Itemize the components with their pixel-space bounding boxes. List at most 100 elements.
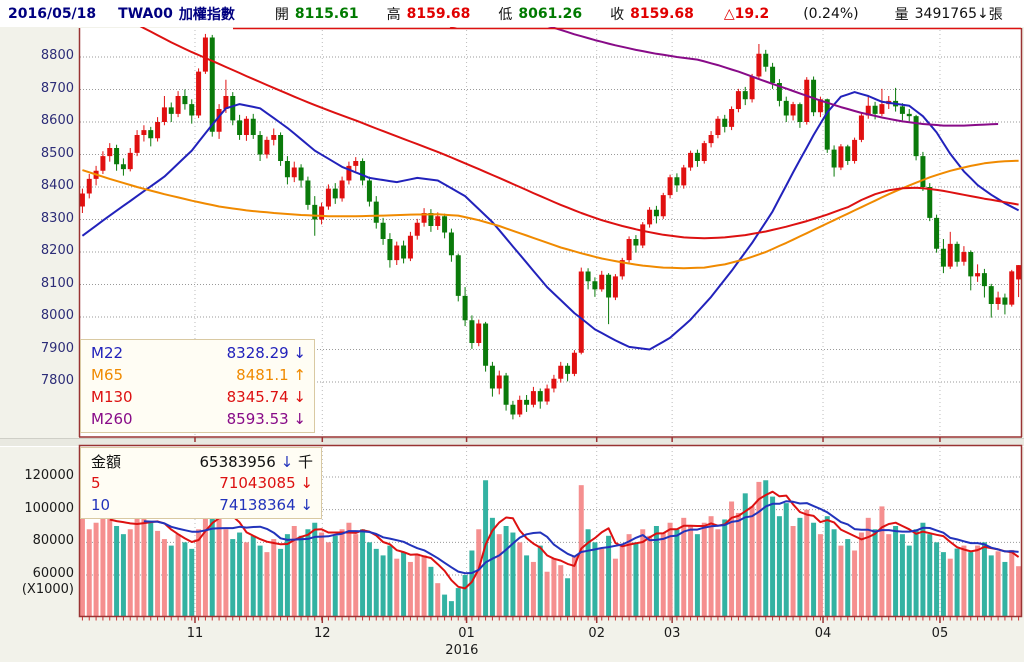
volume-bar: [838, 545, 844, 616]
month-axis-label: 05: [931, 626, 949, 641]
volume-bar: [647, 535, 653, 616]
volume-bar: [544, 571, 550, 616]
volume-bar: [496, 534, 502, 616]
candle-body: [483, 323, 489, 366]
volume-bar: [366, 542, 372, 616]
candle-body: [216, 109, 222, 132]
high-value: 8159.68: [406, 5, 471, 22]
candle-body: [872, 105, 878, 114]
volume-bar: [961, 545, 967, 616]
candle-body: [920, 156, 926, 187]
volume-bar: [537, 545, 543, 616]
volume-axis-tick: 80000: [32, 533, 74, 549]
volume-bar: [175, 534, 181, 616]
price-axis-tick: 8000: [40, 308, 74, 323]
candle-body: [722, 118, 728, 127]
candle-body: [913, 116, 919, 157]
candle-body: [824, 99, 830, 150]
volume-bar: [968, 552, 974, 616]
volume-bar: [250, 535, 256, 616]
volume-bar: [797, 517, 803, 616]
candle-body: [633, 239, 639, 246]
candle-body: [503, 375, 509, 405]
volume-bar: [995, 551, 1001, 616]
volume-bar: [120, 534, 126, 616]
volume-axis-unit: (X1000): [21, 582, 74, 597]
candle-body: [742, 91, 748, 100]
candle-body: [681, 167, 687, 186]
volume-bar: [776, 516, 782, 616]
ma-legend-label: M130: [91, 388, 133, 406]
candle-body: [339, 180, 345, 199]
volume-bar: [920, 522, 926, 616]
candle-body: [196, 71, 202, 116]
volume-bar: [380, 555, 386, 616]
candle-body: [278, 135, 284, 161]
month-axis-label: 01: [458, 626, 475, 641]
volume-bar: [524, 555, 530, 616]
candle-body: [148, 130, 154, 139]
candle-body: [264, 139, 270, 155]
candle-body: [852, 139, 858, 161]
volume-bar: [626, 534, 632, 616]
volume-bar: [435, 583, 441, 616]
volume-bar: [196, 529, 202, 616]
candle-body: [660, 195, 666, 217]
volume-bar: [298, 535, 304, 616]
volume-bar: [913, 529, 919, 616]
candle-body: [749, 76, 755, 100]
volume-bar: [585, 529, 591, 616]
candle-body: [155, 122, 161, 139]
ma-legend-value: 8345.74 ↓: [226, 388, 306, 406]
candle-body: [544, 388, 550, 402]
volume-bar: [353, 534, 359, 616]
candle-body: [674, 177, 680, 186]
volume-bar: [715, 529, 721, 616]
volume-border: [78, 444, 1023, 618]
candle-body: [114, 148, 120, 165]
volume-unit: 張: [988, 6, 1003, 23]
candle-body: [366, 180, 372, 202]
volume-bar: [319, 532, 325, 616]
open-label: 開: [274, 6, 289, 23]
volume-label: 量: [894, 6, 909, 23]
candle-body: [797, 104, 803, 122]
volume-legend-label: 5: [91, 474, 101, 492]
candle-body: [906, 113, 912, 117]
volume-bar: [339, 529, 345, 616]
candle-body: [927, 187, 933, 218]
volume-bar: [674, 529, 680, 616]
volume-bar: [148, 521, 154, 616]
candle-body: [100, 156, 106, 171]
candle-body: [175, 96, 181, 114]
candle-body: [223, 96, 229, 109]
volume-bar: [934, 542, 940, 616]
volume-bar: [893, 526, 899, 616]
volume-bar: [141, 511, 147, 616]
candle-body: [954, 243, 960, 262]
volume-bar: [325, 542, 331, 616]
candle-body: [462, 295, 468, 321]
candle-body: [237, 120, 243, 135]
volume-bar: [653, 526, 659, 616]
candle-body: [688, 152, 694, 168]
volume-bar: [442, 594, 448, 616]
candle-body: [319, 206, 325, 220]
volume-bar: [571, 555, 577, 616]
candle-body: [968, 252, 974, 277]
volume-bar: [243, 542, 249, 616]
candle-body: [701, 143, 707, 161]
volume-bar: [852, 550, 858, 616]
volume-bar: [708, 516, 714, 616]
candle-body: [353, 161, 359, 166]
volume-bar: [756, 481, 762, 616]
candle-body: [571, 352, 577, 374]
candle-body: [107, 148, 113, 157]
volume-bar: [189, 548, 195, 616]
candle-body: [134, 135, 140, 153]
price-axis-tick: 8300: [40, 210, 74, 226]
volume-bar: [899, 534, 905, 616]
candle-body: [387, 239, 393, 261]
volume-bar: [510, 532, 516, 616]
